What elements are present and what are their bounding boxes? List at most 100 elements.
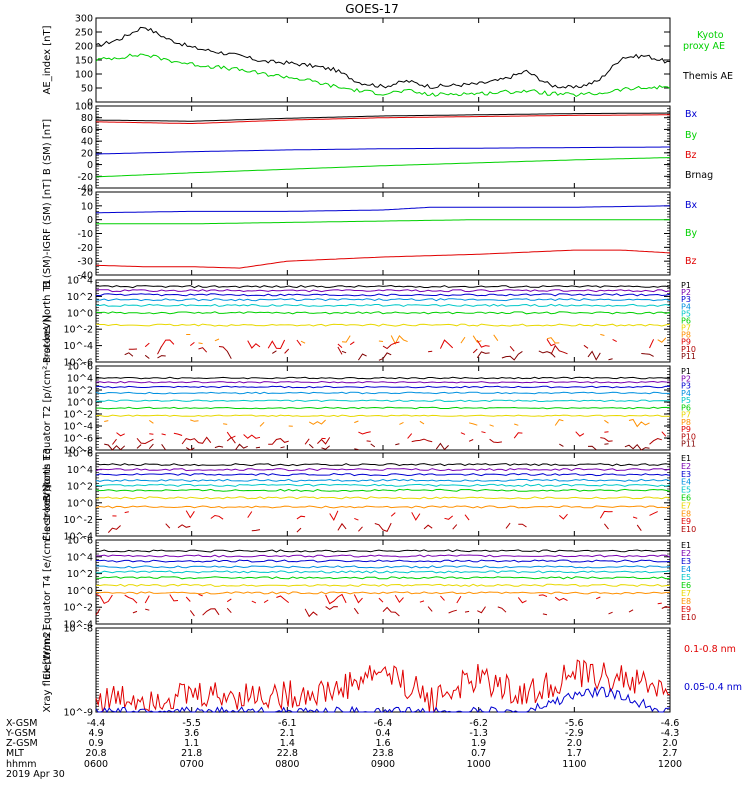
channel-legend-e7: E7 (681, 501, 691, 510)
series-line-brnag (96, 112, 670, 122)
series-line-0-1-0-8-nm (95, 659, 671, 714)
y-axis-label: AE_index [nT] (42, 25, 53, 94)
y-tick-label: 10^-9 (63, 708, 93, 719)
channel-line-e4 (95, 478, 671, 482)
x-axis-value: 2.1 (280, 728, 295, 739)
channel-legend-e7: E7 (681, 589, 691, 598)
channel-line-p11 (124, 350, 654, 361)
y-tick-label: 50 (81, 84, 93, 95)
channel-line-p5 (95, 303, 671, 307)
x-axis-value: 1100 (562, 759, 586, 770)
x-axis-value: 1200 (658, 759, 682, 770)
channel-line-p4 (95, 391, 670, 395)
y-tick-label: 10^0 (67, 308, 93, 319)
panel-frame (95, 279, 671, 363)
channel-legend-p6: P6 (681, 403, 691, 412)
y-tick-label: 10^6 (67, 362, 93, 373)
channel-line-p6 (95, 406, 671, 410)
channel-line-e8 (95, 591, 671, 595)
y-tick-label: 20 (81, 148, 93, 159)
channel-legend-p2: P2 (681, 288, 691, 297)
y-tick-label: 10^-2 (63, 410, 93, 421)
channel-line-p4 (95, 298, 671, 302)
y-tick-label: 80 (81, 113, 93, 124)
channel-legend-p8: P8 (681, 331, 691, 340)
channel-line-p3 (95, 293, 671, 297)
channel-legend-p11: P11 (681, 352, 696, 361)
channel-line-e3 (95, 472, 671, 477)
channel-legend-e4: E4 (681, 478, 691, 487)
channel-legend-p1: P1 (681, 281, 691, 290)
panel-4: 10^4 10^2 10^0 10^-2 10^-4 10^-6 Protons North… (42, 276, 696, 369)
y-tick-label: -30 (77, 257, 93, 268)
channel-legend-p9: P9 (681, 425, 691, 434)
channel-legend-e1: E1 (681, 454, 691, 463)
channel-line-e5 (95, 570, 671, 574)
y-tick-label: 150 (75, 56, 93, 67)
channel-legend-e8: E8 (681, 597, 691, 606)
y-tick-label: 200 (75, 42, 93, 53)
legend-label: By (685, 228, 698, 239)
y-axis-label: Electrons North T3 (42, 448, 53, 541)
channel-legend-p4: P4 (681, 302, 691, 311)
channel-line-e10 (95, 605, 671, 618)
y-tick-label: 60 (81, 125, 93, 136)
panel-frame (95, 17, 671, 103)
series-line-bx (96, 146, 670, 155)
x-axis-value: 23.8 (372, 748, 393, 759)
channel-line-p2 (95, 289, 671, 293)
channel-legend-e10: E10 (681, 613, 696, 622)
panel-3: -40 -30 -20 -10 0 10 20 B (SM)-IGRF (SM) [nT] Bx… (42, 179, 698, 288)
x-axis-value: 0.7 (471, 748, 486, 759)
channel-legend-p6: P6 (681, 316, 691, 325)
y-tick-label: 0 (87, 98, 93, 109)
legend-kyoto: Kyoto (697, 30, 724, 41)
channel-line-e5 (95, 483, 671, 487)
series-line-kyoto-proxy-ae (95, 53, 671, 97)
x-axis-value: 1.7 (567, 748, 582, 759)
channel-legend-e2: E2 (681, 549, 691, 558)
channel-legend-p3: P3 (681, 295, 691, 304)
channel-line-p7 (95, 414, 670, 418)
channel-legend-e1: E1 (681, 541, 691, 550)
channel-legend-p7: P7 (681, 324, 691, 333)
y-tick-label: -20 (77, 243, 93, 254)
legend-label: Bx (685, 109, 698, 120)
channel-line-e6 (95, 488, 671, 492)
channel-line-e1 (95, 463, 671, 467)
channel-line-p5 (95, 399, 671, 403)
x-axis-value: 0700 (180, 759, 204, 770)
y-tick-label: -10 (77, 229, 93, 240)
y-tick-label: 10^-8 (63, 624, 93, 635)
y-tick-label: 20 (81, 188, 93, 199)
channel-legend-p10: P10 (681, 345, 696, 354)
channel-line-p10 (112, 436, 662, 445)
x-axis-value: 4.9 (88, 728, 103, 739)
x-axis-value: 20.8 (85, 748, 106, 759)
channel-line-e9 (95, 593, 662, 605)
channel-legend-e3: E3 (681, 557, 691, 566)
x-axis-value: 21.8 (181, 748, 202, 759)
y-axis-label: Xray flux [W/m2] (42, 627, 53, 712)
y-tick-label: 10^-2 (63, 603, 93, 614)
channel-line-p9 (116, 431, 667, 440)
y-tick-label: 10^2 (67, 386, 93, 397)
x-axis-value: -1.3 (469, 728, 488, 739)
x-axis-value: 3.6 (184, 728, 199, 739)
panel-6: 10^6 10^4 10^2 10^0 10^-2 10^-4 Electrons Nort… (42, 448, 696, 543)
y-tick-label: -40 (77, 184, 93, 195)
channel-line-e1 (95, 549, 671, 553)
channel-line-p8 (104, 420, 670, 427)
y-tick-label: 10^-6 (63, 358, 93, 369)
x-axis-value: 1.9 (471, 738, 486, 749)
y-tick-label: 10^0 (67, 398, 93, 409)
channel-legend-p8: P8 (681, 418, 691, 427)
x-axis-value: -6.2 (469, 718, 488, 729)
y-tick-label: 10 (81, 201, 93, 212)
y-tick-label: 10^4 (67, 276, 93, 287)
x-axis-value: -5.6 (565, 718, 584, 729)
y-tick-label: 10^6 (67, 449, 93, 460)
channel-legend-e4: E4 (681, 565, 691, 574)
channel-legend-p7: P7 (681, 411, 691, 420)
